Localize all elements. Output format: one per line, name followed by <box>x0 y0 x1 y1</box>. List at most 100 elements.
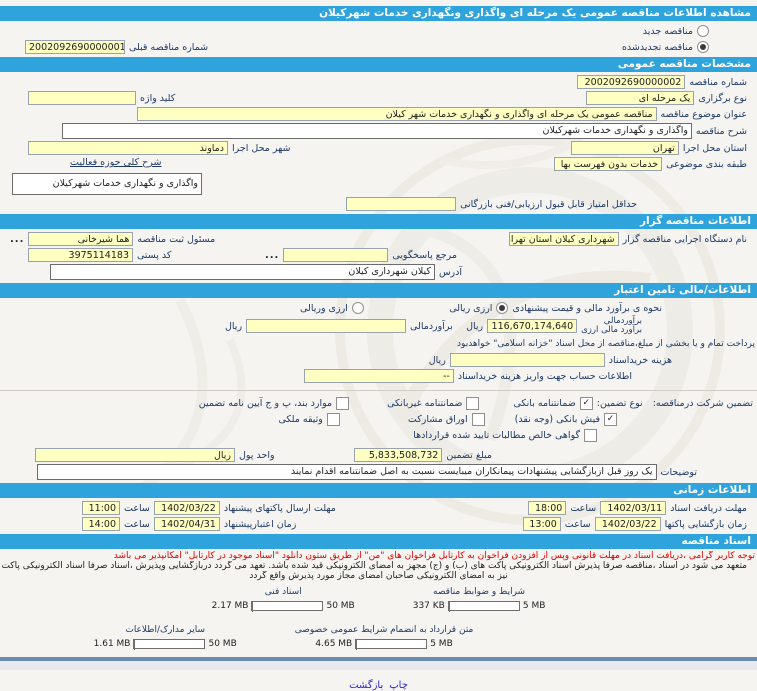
province-field[interactable]: تهران <box>570 141 679 155</box>
schedule-row-1: مهلت دریافت اسناد 1402/03/11 ساعت 18:00 … <box>0 500 757 516</box>
activity-box-row: واگذاری و نگهداری خدمات شهرکیلان <box>0 172 757 196</box>
upload-contract-size: 4.65 MB <box>315 639 353 649</box>
keyword-group: کلید واژه <box>28 91 175 105</box>
bid-validity-time[interactable]: 14:00 <box>82 517 120 531</box>
section-bar-schedule: اطلاعات زمانی <box>0 483 757 498</box>
activity-box-group: واگذاری و نگهداری خدمات شهرکیلان <box>12 173 202 195</box>
upload-contract-bar[interactable] <box>355 639 428 650</box>
location-row: استان محل اجرا تهران شهر محل اجرا دماوند <box>0 140 757 156</box>
tender-subject-field[interactable]: مناقصه عمومی یک مرحله ای واگذاری و نگهدا… <box>136 107 657 121</box>
category-field[interactable]: خدمات بدون فهرست بها <box>554 157 663 171</box>
estimate-rial-radio[interactable] <box>496 302 509 314</box>
activity-label: شرح کلی حوزه فعالیت <box>70 157 162 168</box>
upload-terms-bar[interactable] <box>447 601 520 612</box>
category-label: طبقه بندی موضوعی <box>666 158 747 170</box>
registrar-group: مسئول ثبت مناقصه هما شیرخانی ... <box>10 232 215 246</box>
category-row: طبقه بندی موضوعی خدمات بدون فهرست بها شر… <box>0 156 757 172</box>
keyword-field[interactable] <box>28 91 136 105</box>
upload-other-bar[interactable] <box>133 639 206 650</box>
cb-cash-receipt[interactable] <box>604 412 617 426</box>
envelope-deadline-label: مهلت ارسال پاکتهای پیشنهاد <box>223 502 336 514</box>
upload-contract: متن قرارداد به انضمام شرایط عمومی خصوصی … <box>295 625 473 650</box>
upload-terms-size: 337 KB <box>412 601 445 611</box>
bid-validity-date[interactable]: 1402/04/31 <box>153 517 220 531</box>
currency-unit-field[interactable]: ریال <box>35 448 235 462</box>
cb-participation-bonds[interactable] <box>471 412 485 426</box>
doc-fee-row: هزینه خریداسناد ریال <box>0 352 757 368</box>
address-field[interactable]: کیلان شهرداری کیلان <box>49 264 435 280</box>
min-score-label: حداقل امتیاز قابل قبول ارزیابی/فنی بازرگ… <box>460 198 637 210</box>
notes-label: توضیحات <box>660 466 697 478</box>
page-title: مشاهده اطلاعات مناقصه عمومی یک مرحله ای … <box>319 7 751 19</box>
page-title-bar: مشاهده اطلاعات مناقصه عمومی یک مرحله ای … <box>0 6 757 21</box>
activity-field[interactable]: واگذاری و نگهداری خدمات شهرکیلان <box>12 173 202 195</box>
back-link[interactable]: بازگشت <box>349 680 384 691</box>
new-tender-radio[interactable] <box>697 25 709 37</box>
cb-bank-guarantee[interactable] <box>579 396 593 410</box>
agency-name-field[interactable]: شهرداری کیلان استان تهران <box>508 232 619 246</box>
guarantee-amount-field[interactable]: 5,833,508,732 <box>354 448 443 462</box>
upload-technical-fill <box>252 602 254 612</box>
upload-terms-fill <box>448 602 450 612</box>
cb-property-collateral[interactable] <box>326 412 340 426</box>
section-bar-agency-label: اطلاعات مناقصه گزار <box>639 215 751 227</box>
city-group: شهر محل اجرا دماوند <box>28 141 290 155</box>
upload-technical-label: اسناد فنی <box>264 587 302 597</box>
new-tender-label: مناقصه جدید <box>642 25 693 37</box>
registrar-label: مسئول ثبت مناقصه <box>137 233 216 245</box>
opening-time-time[interactable]: 13:00 <box>522 517 561 531</box>
contact-label: مرجع پاسخگویی <box>392 249 457 261</box>
tender-desc-field[interactable]: واگذاری و نگهداری خدمات شهرکیلان <box>61 123 692 139</box>
notes-field[interactable]: یک روز قبل ازبازگشایی پیشنهادات پیمانکار… <box>36 464 657 480</box>
print-link[interactable]: چاپ <box>389 680 408 691</box>
bid-validity-group: زمان اعتبارپیشنهاد 1402/04/31 ساعت 14:00 <box>82 517 296 531</box>
doc-fee-field[interactable] <box>449 353 605 367</box>
hour-label: ساعت <box>124 518 150 530</box>
registrar-more-button[interactable]: ... <box>10 233 25 245</box>
tender-number-row: شماره مناقصه 2002092690000002 <box>0 74 757 90</box>
upload-other-fill <box>134 640 136 650</box>
upload-terms-max: 5 MB <box>522 601 546 611</box>
cb-nonbank-guarantee[interactable] <box>466 396 480 410</box>
upload-other-progress: 1.61 MB 50 MB <box>94 639 237 650</box>
estimate-unit-label: ریال <box>466 320 484 332</box>
estimate-field[interactable]: 116,670,174,640 <box>487 319 578 333</box>
contact-field[interactable] <box>283 248 389 262</box>
min-score-field[interactable] <box>346 197 457 211</box>
envelope-deadline-time[interactable]: 11:00 <box>82 501 120 515</box>
envelope-deadline-date[interactable]: 1402/03/22 <box>153 501 220 515</box>
tender-number-field[interactable]: 2002092690000002 <box>577 75 686 89</box>
doc-receipt-deadline-date[interactable]: 1402/03/11 <box>600 501 667 515</box>
upload-terms-progress: 337 KB 5 MB <box>412 601 546 612</box>
postal-field[interactable]: 3975114183 <box>28 248 133 262</box>
tender-type-field[interactable]: یک مرحله ای <box>586 91 695 105</box>
currency-estimate-field[interactable] <box>246 319 407 333</box>
postal-group: کد پستی 3975114183 <box>28 248 171 262</box>
agency-name-label: نام دستگاه اجرایی مناقصه گزار <box>622 233 747 245</box>
cb-bylaw-cases[interactable] <box>336 396 350 410</box>
upload-row-2: متن قرارداد به انضمام شرایط عمومی خصوصی … <box>0 625 662 650</box>
cb-cash-receipt-label: فیش بانکی (وجه نقد) <box>514 413 600 425</box>
currency-unit-group: واحد پول ریال <box>35 448 275 462</box>
upload-technical-bar[interactable] <box>251 601 324 612</box>
doc-receipt-deadline-time[interactable]: 18:00 <box>528 501 567 515</box>
account-select[interactable]: -- <box>303 369 454 383</box>
opening-time-date[interactable]: 1402/03/22 <box>594 517 661 531</box>
estimate-row: برآوردمالی برآورد مالی ارزی 116,670,174,… <box>0 316 757 336</box>
contact-row: مرجع پاسخگویی ... کد پستی 3975114183 <box>0 247 757 263</box>
registrar-field[interactable]: هما شیرخانی <box>28 232 134 246</box>
estimate-currency-radio[interactable] <box>351 302 364 314</box>
section-bar-general: مشخصات مناقصه عمومی <box>0 57 757 72</box>
previous-tender-number-field[interactable]: 2002092690000001 <box>25 40 125 54</box>
address-row: آدرس کیلان شهرداری کیلان <box>0 263 757 281</box>
estimate-method-row: نحوه ی برآورد مالی و قیمت پیشنهادی ارزی … <box>0 300 757 316</box>
tender-type-label: نوع برگزاری <box>698 92 747 104</box>
renewed-tender-radio[interactable] <box>697 41 709 53</box>
documents-commitment-note-2: نیز به امضای الکترونیکی صاحبان امضای مجا… <box>249 571 508 581</box>
city-field[interactable]: دماوند <box>28 141 228 155</box>
guarantee-amount-row: مبلغ تضمین 5,833,508,732 واحد پول ریال <box>0 447 757 463</box>
contact-more-button[interactable]: ... <box>264 249 280 261</box>
hour-label: ساعت <box>564 518 591 530</box>
cb-net-claims[interactable] <box>584 428 597 442</box>
account-label: اطلاعات حساب جهت واریز هزینه خریداسناد <box>457 370 632 382</box>
